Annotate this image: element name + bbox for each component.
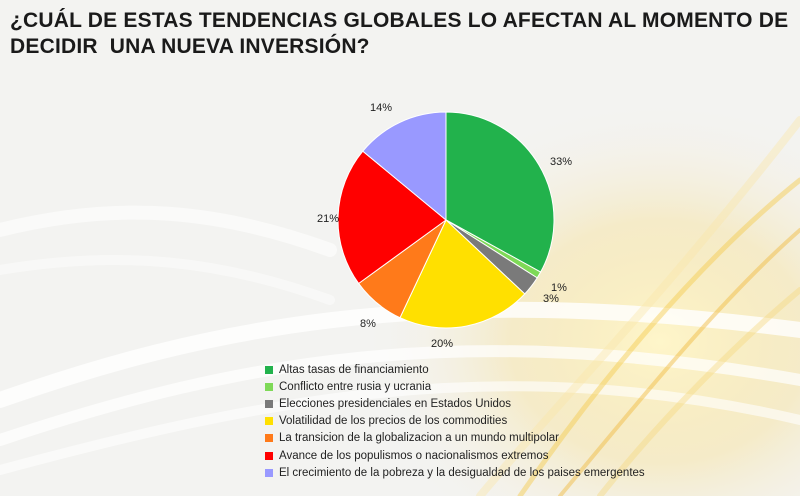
legend-label: Avance de los populismos o nacionalismos…	[279, 449, 549, 462]
legend-label: El crecimiento de la pobreza y la desigu…	[279, 466, 645, 479]
legend-item: Volatilidad de los precios de los commod…	[265, 413, 645, 430]
legend-swatch	[265, 417, 273, 426]
slice-label: 20%	[431, 338, 453, 350]
chart-legend: Altas tasas de financiamiento Conflicto e…	[265, 361, 645, 481]
legend-item: La transicion de la globalizacion a un m…	[265, 430, 645, 447]
legend-label: Volatilidad de los precios de los commod…	[279, 415, 508, 428]
slice-label: 14%	[370, 102, 392, 114]
slice-label: 21%	[317, 213, 339, 225]
legend-swatch	[265, 451, 273, 460]
slice-label: 1%	[551, 282, 567, 294]
pie-slice	[337, 150, 447, 285]
legend-item: Elecciones presidenciales en Estados Uni…	[265, 395, 645, 412]
legend-label: La transicion de la globalizacion a un m…	[279, 432, 560, 445]
legend-item: El crecimiento de la pobreza y la desigu…	[265, 464, 645, 481]
legend-label: Conflicto entre rusia y ucrania	[279, 380, 432, 393]
slice-label: 3%	[543, 293, 559, 305]
page-title: ¿CUÁL DE ESTAS TENDENCIAS GLOBALES LO AF…	[10, 8, 800, 60]
legend-item: Altas tasas de financiamiento	[265, 361, 645, 378]
pie-slice	[445, 111, 555, 273]
legend-swatch	[265, 434, 273, 443]
legend-swatch	[265, 382, 273, 391]
legend-swatch	[265, 365, 273, 374]
slice-label: 33%	[550, 156, 572, 168]
legend-label: Altas tasas de financiamiento	[279, 363, 429, 376]
title-line-1: ¿CUÁL DE ESTAS TENDENCIAS GLOBALES LO AF…	[10, 9, 789, 32]
legend-item: Conflicto entre rusia y ucrania	[265, 378, 645, 395]
pie-slice	[362, 111, 447, 222]
legend-swatch	[265, 399, 273, 408]
pie-slice	[399, 219, 526, 329]
title-line-2: DECIDIR UNA NUEVA INVERSIÓN?	[10, 35, 370, 58]
slice-label: 8%	[360, 318, 376, 330]
legend-item: Avance de los populismos o nacionalismos…	[265, 447, 645, 464]
legend-label: Elecciones presidenciales en Estados Uni…	[279, 397, 512, 410]
legend-swatch	[265, 468, 273, 477]
